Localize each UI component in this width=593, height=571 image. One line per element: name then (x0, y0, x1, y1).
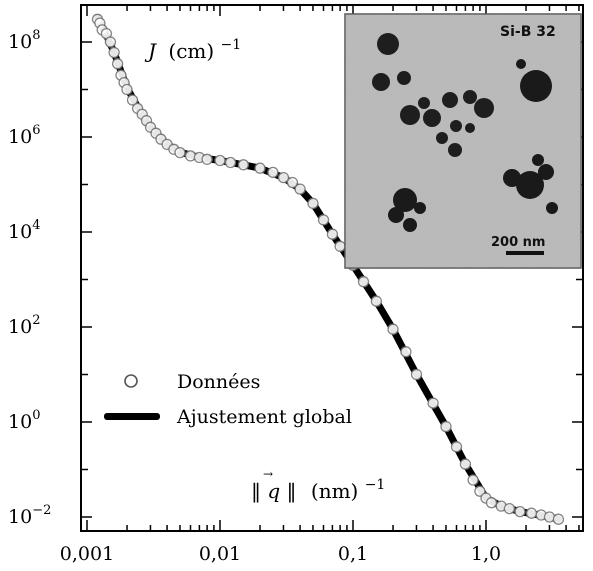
data-point (514, 505, 526, 518)
x-axis-title-norm-close: ‖ (287, 479, 297, 504)
data-point (277, 171, 290, 184)
data-point (294, 183, 306, 195)
data-point (370, 295, 383, 307)
x-axis-title-norm-open: ‖ (251, 479, 261, 504)
x-axis-title-vector-arrow: → (263, 467, 273, 481)
y-tick-label-exponent: 6 (32, 123, 40, 138)
x-tick-label: 0,001 (60, 543, 114, 565)
y-tick-label: 100 (8, 408, 40, 433)
y-tick-label-exponent: 0 (32, 408, 40, 423)
data-point (126, 94, 139, 106)
y-axis-title-symbol: J (144, 39, 157, 63)
svg-text:‖ q ‖ (nm): ‖ q ‖ (nm) −1 (251, 477, 385, 504)
y-tick-label: 106 (8, 123, 40, 148)
legend-marker-data (124, 374, 138, 388)
inset-micrograph: Si-B 32 200 nm (344, 13, 582, 269)
data-point (326, 228, 339, 240)
data-point (317, 214, 330, 226)
x-axis-title-exp: −1 (365, 477, 386, 493)
data-point (267, 166, 279, 179)
data-point (237, 159, 250, 171)
data-point (254, 162, 266, 174)
data-point (459, 458, 472, 470)
x-axis-title-q: q (267, 479, 280, 503)
svg-text:J (cm) −1: J (cm) −1 (144, 37, 241, 63)
inset-scale-label: 200 nm (491, 235, 545, 250)
data-point (474, 485, 486, 497)
y-tick-label: 108 (8, 28, 40, 53)
data-point (552, 513, 565, 525)
data-point (286, 176, 299, 189)
y-axis-title-unit: (cm) (168, 39, 214, 63)
data-point (357, 276, 370, 288)
data-point (427, 397, 439, 409)
y-axis-title: J (cm) −1 (144, 37, 241, 63)
data-point (201, 153, 213, 165)
y-tick-label-exponent: 2 (32, 313, 40, 328)
y-tick-label-base: 10 (8, 506, 32, 528)
data-point (440, 420, 452, 433)
data-point (307, 197, 319, 210)
series-data (91, 13, 565, 525)
legend: Données Ajustement global (104, 371, 352, 428)
data-point (121, 83, 133, 96)
x-axis-tick-labels: 0,001 0,01 0,1 1,0 (60, 543, 501, 565)
data-point (410, 368, 423, 381)
y-tick-label-base: 10 (8, 411, 32, 433)
y-tick-label-exponent: 8 (32, 28, 40, 43)
x-tick-label: 0,1 (338, 543, 368, 565)
data-point (111, 58, 124, 70)
data-point (108, 46, 120, 59)
y-axis-title-exp: −1 (221, 37, 242, 53)
data-point (334, 240, 346, 252)
inset-scale-bar (506, 251, 544, 255)
particle-cluster-1 (372, 33, 494, 157)
data-point (467, 474, 479, 486)
particle-cluster-3 (388, 188, 426, 232)
data-point (525, 507, 538, 519)
legend-label-data: Données (177, 371, 260, 393)
particle-cluster-2 (516, 59, 552, 102)
y-tick-label: 10−2 (8, 503, 51, 528)
data-point (450, 441, 463, 453)
data-point (387, 323, 399, 335)
data-point (224, 156, 237, 169)
y-tick-label-base: 10 (8, 316, 32, 338)
data-point (214, 154, 226, 167)
x-axis-ticks (86, 5, 580, 531)
data-point (485, 497, 498, 509)
y-tick-label-base: 10 (8, 221, 32, 243)
data-point (174, 146, 186, 159)
y-tick-label-base: 10 (8, 126, 32, 148)
data-point (104, 36, 117, 48)
legend-marker-fit (104, 413, 160, 420)
inset-grain (345, 14, 581, 268)
data-point (503, 502, 516, 515)
y-tick-label-exponent: −2 (32, 503, 51, 518)
x-axis-title: ‖ q ‖ (nm) −1 → (251, 467, 385, 504)
y-tick-label: 104 (8, 218, 40, 243)
legend-label-fit: Ajustement global (176, 406, 352, 428)
x-axis-title-unit: (nm) (311, 479, 358, 503)
data-point (400, 346, 412, 358)
x-tick-label: 0,01 (199, 543, 241, 565)
inset-sample-label: Si-B 32 (500, 24, 556, 40)
y-tick-label-exponent: 4 (32, 218, 40, 233)
y-tick-label: 102 (8, 313, 40, 338)
x-tick-label: 1,0 (471, 543, 501, 565)
y-tick-label-base: 10 (8, 31, 32, 53)
particle-cluster-4 (503, 154, 558, 214)
